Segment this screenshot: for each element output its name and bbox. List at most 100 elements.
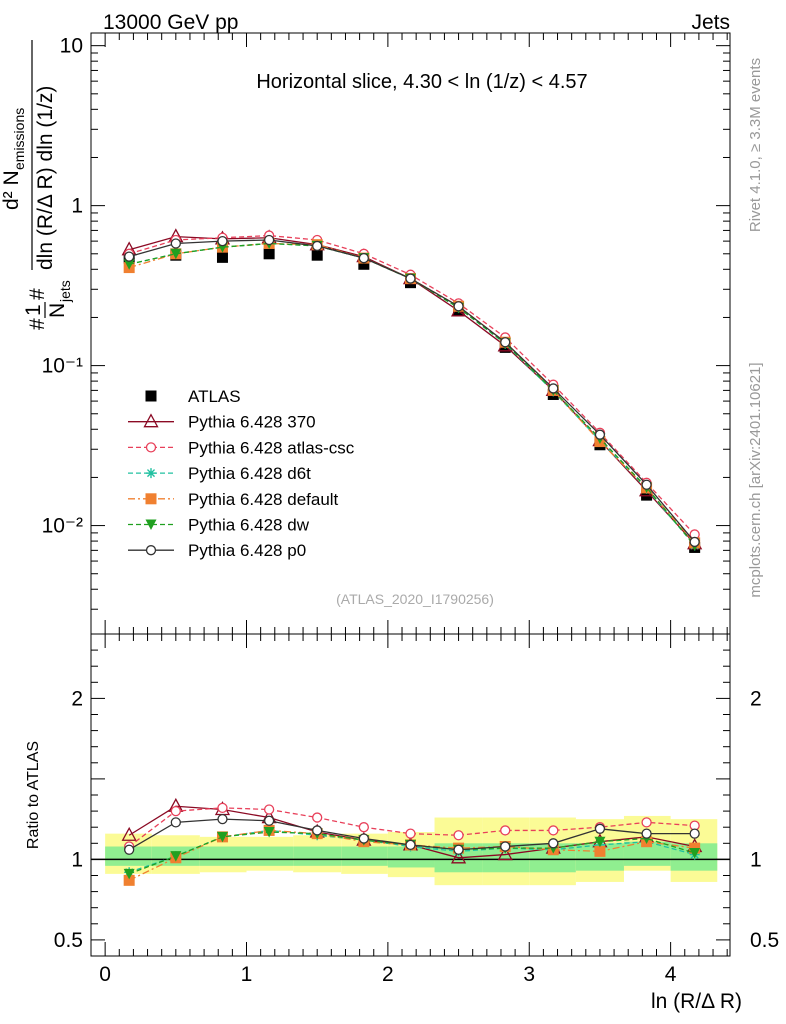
series-6-point [594,429,606,440]
series-6-point [641,479,652,490]
legend-marker [145,545,157,556]
series-5-point [170,248,182,260]
ratio-series-5-point [641,828,652,839]
legend-entry: Pythia 6.428 p0 [128,541,306,560]
svg-text:dln (R/Δ R) dln (1/z): dln (R/Δ R) dln (1/z) [34,86,57,270]
ratio-series-1-point [312,812,323,823]
ratio-series-4-point [689,847,701,859]
main-ylabel: # 1 N jets # d² N emissions dln (R/Δ R) … [0,40,73,330]
ratio-series-4-point [263,827,275,838]
rivet-version-label: Rivet 4.1.0, ≥ 3.3M events [747,58,764,232]
series-6-point [405,273,416,284]
series-0-point [216,251,228,263]
y-tick-label: 10⁻² [42,515,83,538]
ratio-series-5-point [312,825,323,836]
x-tick-label: 4 [665,963,677,986]
ratio-series-0-point [497,846,513,861]
y-tick-label: 10 [60,35,83,58]
uncertainty-band-green [105,846,152,866]
ratio-ylabel: Ratio to ATLAS [25,741,42,849]
uncertainty-band-green [341,846,388,866]
ratio-series-3-point [123,874,135,886]
ratio-series-5-point [358,833,369,844]
series-6-point [124,251,135,262]
y-tick-label: 10⁻¹ [42,355,83,378]
legend-entry: Pythia 6.428 default [128,490,339,509]
ratio-series-5-point [405,839,416,851]
series-6-point [500,337,511,348]
ratio-series-1-point [263,804,275,815]
ratio-y-tick-label-left: 1 [71,848,83,871]
legend-entry: Pythia 6.428 dw [128,516,310,535]
header-left: 13000 GeV pp [103,11,238,34]
ratio-series-5-point [689,828,700,839]
svg-text:emissions: emissions [11,108,27,170]
ratio-series-1-point [453,830,464,841]
legend-entry: Pythia 6.428 d6t [128,464,311,483]
x-tick-label: 3 [523,963,535,986]
ratio-series-1-point [641,817,652,828]
series-0-point [358,258,370,270]
ratio-y-tick-label-right: 2 [750,687,762,710]
x-tick-label: 1 [241,963,253,986]
svg-text:d² N: d² N [0,170,23,210]
ratio-series-1-point [548,825,559,836]
ratio-series-5-point [500,841,511,852]
legend-entry: Pythia 6.428 370 [128,413,316,432]
series-6-point [217,235,228,247]
main-title: Horizontal slice, 4.30 < ln (1/z) < 4.57 [256,71,587,93]
svg-text:1: 1 [22,304,45,316]
legend-marker [145,493,157,505]
legend-label: Pythia 6.428 dw [188,516,310,535]
uncertainty-band-green [246,846,294,866]
series-6-point [170,238,181,249]
ratio-series-1-point [500,825,511,836]
ratio-series-5-point [263,815,275,826]
series-0-point [311,249,323,261]
ratio-series-1-point [217,802,228,814]
series-6-point [453,301,464,312]
legend-marker [145,442,157,453]
x-axis-label: ln (R/Δ R) [651,990,742,1013]
ratio-series-5-point [170,817,181,828]
legend-label: Pythia 6.428 d6t [188,464,311,483]
uncertainty-band-green [387,846,435,868]
mcplots-label: mcplots.cern.ch [arXiv:2401.10621] [747,362,764,597]
main-panel: Horizontal slice, 4.30 < ln (1/z) < 4.57… [0,32,731,635]
legend-label: Pythia 6.428 370 [188,413,316,432]
ratio-y-tick-label-right: 1 [750,848,762,871]
ratio-series-1-point [405,828,416,839]
ratio-series-0-point [121,826,137,841]
series-6-point [689,536,700,548]
ratio-series-5-point [217,814,228,825]
uncertainty-band-green [293,846,342,866]
main-frame [90,32,731,635]
ratio-panel: Ratio to ATLAS ln (R/Δ R) 0 1 2 3 4 2 2 1 1 0.5 0.… [25,633,779,1013]
analysis-label: (ATLAS_2020_I1790256) [336,591,494,607]
svg-text:jets: jets [57,280,73,303]
legend-marker [145,390,157,402]
legend-label: Pythia 6.428 atlas-csc [188,438,355,457]
legend-marker [145,519,157,530]
series-0-point [263,248,275,260]
ratio-series-4-point [170,851,182,862]
legend-entry: ATLAS [145,387,241,406]
legend-label: Pythia 6.428 default [188,490,339,509]
ratio-series-0-point [450,849,467,864]
series-5-point [123,259,135,270]
x-tick-label: 2 [382,963,394,986]
ratio-series-1-point [170,805,181,817]
svg-text:#: # [26,288,49,300]
ratio-frame [90,633,731,957]
ratio-series-4-point [123,868,135,880]
uncertainty-band-green [199,846,247,866]
legend-label: ATLAS [188,387,241,406]
ratio-y-tick-label-left: 0.5 [54,929,83,952]
legend-label: Pythia 6.428 p0 [188,541,306,560]
series-0-point [641,489,653,501]
ratio-series-3-point [594,845,606,857]
ratio-series-4-point [594,836,606,848]
header-right: Jets [691,11,730,34]
ratio-series-5-point [594,823,606,834]
svg-text:N: N [46,303,69,318]
